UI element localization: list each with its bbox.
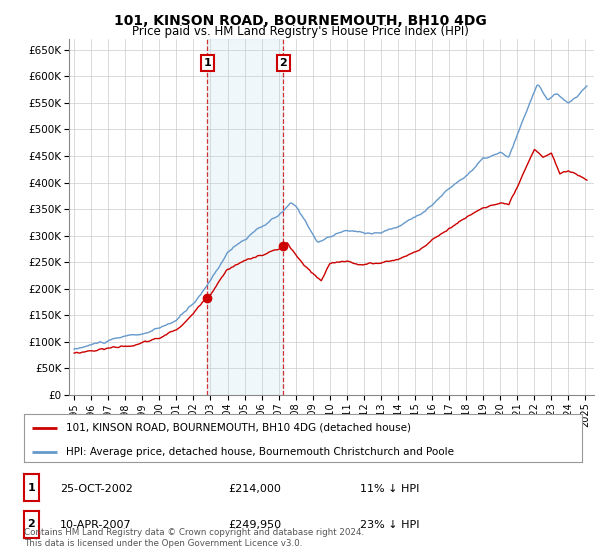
Text: 1: 1: [203, 58, 211, 68]
Text: Contains HM Land Registry data © Crown copyright and database right 2024.
This d: Contains HM Land Registry data © Crown c…: [24, 528, 364, 548]
Text: 2: 2: [28, 519, 35, 529]
Bar: [208, 39, 283, 395]
Text: 1: 1: [28, 483, 35, 493]
Text: HPI: Average price, detached house, Bournemouth Christchurch and Poole: HPI: Average price, detached house, Bour…: [66, 446, 454, 456]
Text: 10-APR-2007: 10-APR-2007: [60, 520, 131, 530]
Text: £249,950: £249,950: [228, 520, 281, 530]
Text: £214,000: £214,000: [228, 484, 281, 494]
Text: 25-OCT-2002: 25-OCT-2002: [60, 484, 133, 494]
Text: 2: 2: [280, 58, 287, 68]
Text: 101, KINSON ROAD, BOURNEMOUTH, BH10 4DG: 101, KINSON ROAD, BOURNEMOUTH, BH10 4DG: [113, 14, 487, 28]
Text: 23% ↓ HPI: 23% ↓ HPI: [360, 520, 419, 530]
Text: 11% ↓ HPI: 11% ↓ HPI: [360, 484, 419, 494]
Text: Price paid vs. HM Land Registry's House Price Index (HPI): Price paid vs. HM Land Registry's House …: [131, 25, 469, 38]
Text: 101, KINSON ROAD, BOURNEMOUTH, BH10 4DG (detached house): 101, KINSON ROAD, BOURNEMOUTH, BH10 4DG …: [66, 423, 411, 433]
